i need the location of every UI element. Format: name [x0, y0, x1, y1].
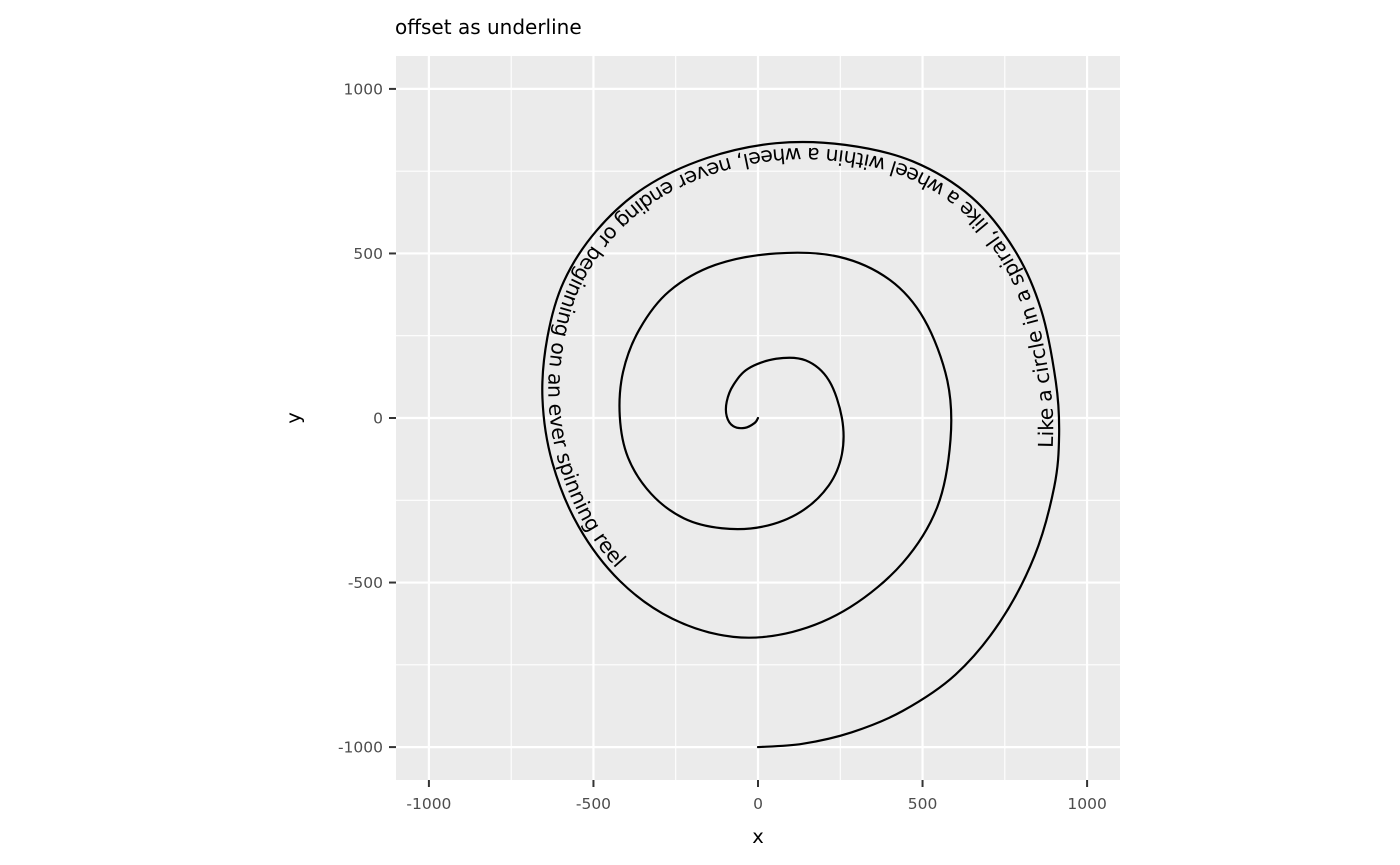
y-tick-label: 0: [373, 410, 383, 428]
x-axis-label: x: [752, 825, 764, 848]
y-tick-label: -500: [348, 574, 383, 592]
x-axis-ticks: -1000 -500 0 500 1000: [406, 780, 1107, 813]
y-tick-label: 500: [353, 245, 383, 263]
x-tick-label: -500: [576, 795, 611, 813]
y-tick-label: 1000: [344, 80, 383, 98]
x-tick-label: 500: [908, 795, 938, 813]
x-tick-label: 0: [753, 795, 763, 813]
x-tick-label: 1000: [1067, 795, 1106, 813]
spiral-line: [541, 140, 1061, 749]
y-axis-label: y: [282, 412, 305, 424]
chart-title: offset as underline: [395, 15, 582, 39]
x-tick-label: -1000: [406, 795, 451, 813]
y-tick-label: -1000: [338, 739, 383, 757]
y-axis-ticks: -1000 -500 0 500 1000: [338, 80, 396, 757]
